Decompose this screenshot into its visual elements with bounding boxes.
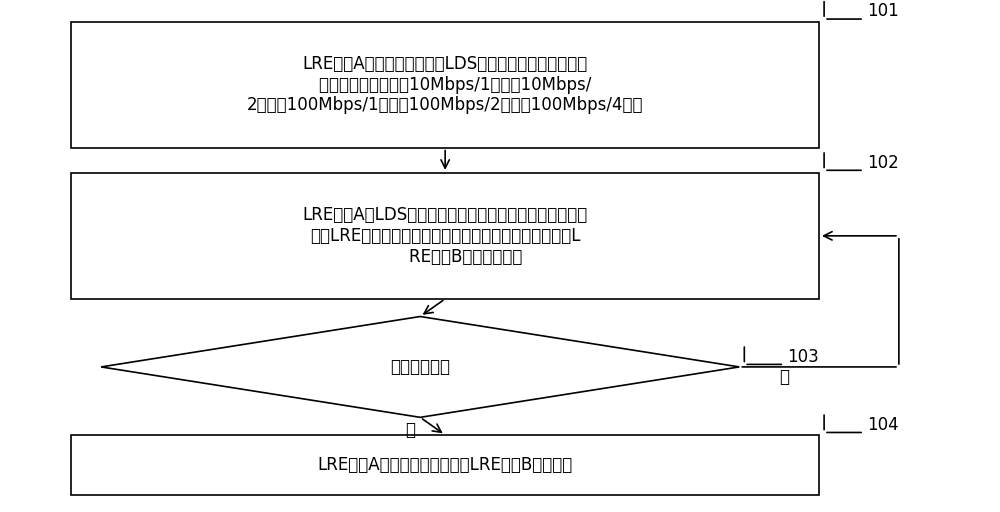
- FancyBboxPatch shape: [71, 435, 819, 496]
- Text: 103: 103: [787, 348, 819, 366]
- Text: 是否协商成功: 是否协商成功: [390, 358, 450, 376]
- Text: 101: 101: [867, 3, 899, 20]
- Text: 102: 102: [867, 154, 899, 172]
- Text: LRE设备A从LDS能力选项中依次读取一个工作模式，将自
身的LRE端口设置为采用该工作模式，开始与对端设备：L
        RE设备B进行链路协商: LRE设备A从LDS能力选项中依次读取一个工作模式，将自 身的LRE端口设置为采…: [303, 206, 588, 266]
- Polygon shape: [101, 316, 739, 417]
- Text: LRE设备A上电，读取预设的LDS能力选项中的工作模式，
    设工作模式依次为：10Mbps/1对线、10Mbps/
2对线、100Mbps/1对线、100: LRE设备A上电，读取预设的LDS能力选项中的工作模式， 设工作模式依次为：10…: [247, 55, 643, 114]
- Text: 是: 是: [405, 421, 415, 439]
- FancyBboxPatch shape: [71, 173, 819, 299]
- Text: LRE设备A采用当前工作模式与LRE设备B进行通信: LRE设备A采用当前工作模式与LRE设备B进行通信: [318, 456, 573, 474]
- Text: 否: 否: [779, 368, 789, 386]
- Text: 104: 104: [867, 416, 899, 434]
- FancyBboxPatch shape: [71, 22, 819, 147]
